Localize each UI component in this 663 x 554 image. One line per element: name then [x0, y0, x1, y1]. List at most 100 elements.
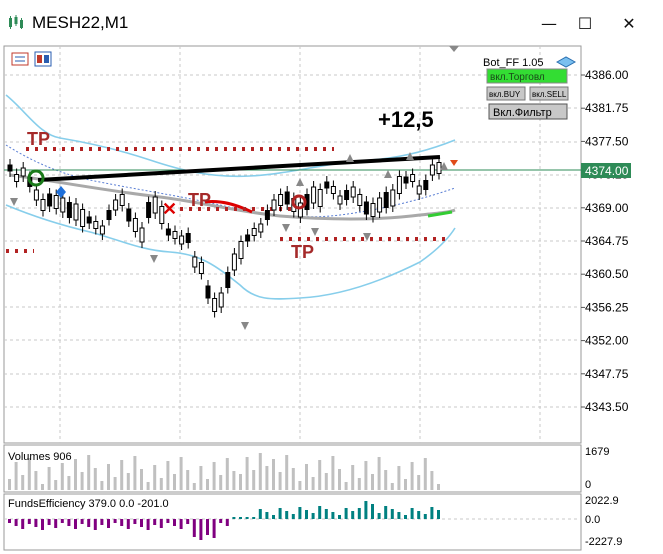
sell-arrow-marker: [450, 160, 458, 166]
funds-bar: [60, 519, 64, 523]
funds-bar: [371, 504, 374, 519]
tp-label-2: TP: [188, 190, 211, 210]
candle-body: [416, 185, 422, 195]
funds-bar: [126, 519, 130, 529]
funds-axis-max: 2022.9: [585, 495, 619, 507]
funds-bar: [285, 511, 289, 519]
volume-bar: [140, 469, 143, 490]
funds-bar: [298, 507, 302, 519]
funds-bar: [305, 510, 308, 519]
candle-body: [423, 180, 429, 190]
volume-bar: [74, 459, 77, 490]
volume-bar: [120, 460, 124, 490]
candle-body: [436, 162, 442, 174]
candle-body: [383, 192, 389, 208]
funds-bar: [232, 517, 236, 519]
volume-bar: [80, 472, 84, 490]
volume-bar: [430, 471, 434, 490]
filter-toggle-label: Вкл.Фильтр: [493, 107, 552, 119]
volume-bar: [225, 458, 229, 490]
funds-bar: [14, 519, 18, 526]
candle-body: [66, 202, 72, 218]
candle-body: [192, 256, 198, 268]
candle-body: [297, 202, 303, 218]
volume-bar: [423, 458, 427, 490]
funds-bar: [278, 508, 282, 519]
candle-body: [238, 241, 244, 259]
profit-segment: [427, 210, 453, 218]
volume-bar: [318, 460, 322, 490]
buy-toggle-button[interactable]: [486, 86, 526, 101]
candle-body: [40, 199, 46, 211]
trailing-stop-segment: [204, 200, 253, 214]
chart-grid: [4, 46, 581, 443]
volume-bar: [338, 469, 341, 490]
candle-body: [185, 233, 191, 243]
filter-toggle-button[interactable]: [488, 103, 568, 120]
volume-bar: [344, 482, 348, 490]
funds-bars: [8, 501, 440, 540]
funds-bar: [272, 515, 275, 519]
trade-toggle-button[interactable]: [486, 68, 568, 84]
volume-bar: [21, 475, 25, 490]
volume-bar: [364, 461, 368, 490]
volume-bar: [272, 459, 275, 490]
sell-toggle-button[interactable]: [529, 86, 569, 101]
funds-bar: [351, 511, 355, 519]
price-tick-label: 4364.75: [585, 234, 629, 248]
candle-body: [271, 199, 277, 211]
candle-body: [132, 218, 138, 232]
candle-body: [60, 197, 66, 213]
volume-bar: [252, 470, 256, 490]
volume-bar: [331, 456, 335, 490]
current-price-tag: [581, 163, 631, 178]
candle-body: [337, 195, 343, 205]
maximize-button[interactable]: ☐: [577, 13, 593, 33]
candle-body: [410, 174, 416, 182]
close-button[interactable]: ✕: [622, 13, 636, 33]
expert-name: Bot_FF 1.05: [483, 57, 544, 69]
volume-bar: [87, 455, 91, 490]
funds-bar: [377, 513, 381, 519]
volume-bar: [133, 456, 137, 490]
minimize-button[interactable]: —: [541, 13, 557, 33]
candle-body: [73, 203, 79, 221]
candle-body: [179, 235, 185, 245]
candle-body: [403, 176, 409, 184]
trade-levels-icon[interactable]: [11, 52, 29, 66]
close-cross-marker: ✕: [162, 199, 177, 219]
volume-bar: [113, 477, 117, 490]
volume-bar: [311, 477, 315, 490]
expert-hat-icon: [555, 56, 577, 68]
funds-bar: [364, 501, 368, 519]
volume-bar: [258, 453, 262, 490]
funds-bar: [100, 519, 104, 525]
funds-efficiency-panel[interactable]: [3, 493, 582, 551]
candle-body: [14, 174, 20, 182]
main-chart-panel[interactable]: [3, 45, 582, 444]
candle-body: [278, 194, 284, 206]
price-tick-label: 4377.50: [585, 134, 629, 148]
candle-body: [357, 194, 363, 206]
volume-bar: [206, 479, 209, 490]
candle-body: [396, 176, 402, 194]
volumes-axis-max: 1679: [585, 446, 609, 458]
candle-body: [317, 189, 323, 207]
volume-bar: [27, 458, 31, 490]
sell-toggle-label: вкл.SELL: [532, 90, 567, 99]
chart-shift-marker[interactable]: [449, 46, 459, 52]
chart-area[interactable]: TP TP TP ✕ +12,5 Bot_FF 1.05 вкл.Торговл…: [0, 42, 663, 554]
candle-body: [344, 190, 350, 200]
funds-bar: [54, 519, 58, 528]
volumes-axis-zero: 0: [585, 479, 591, 491]
funds-bar: [245, 517, 249, 519]
trend-line: [37, 155, 441, 182]
funds-bar: [179, 519, 183, 529]
funds-bar: [390, 509, 394, 519]
volume-bar: [100, 481, 104, 490]
funds-bar: [384, 506, 388, 519]
volume-bar: [305, 464, 308, 490]
funds-bar: [166, 519, 170, 523]
price-axis: 4386.004381.754377.504373.254369.004364.…: [581, 68, 629, 414]
funds-bar: [41, 519, 44, 530]
